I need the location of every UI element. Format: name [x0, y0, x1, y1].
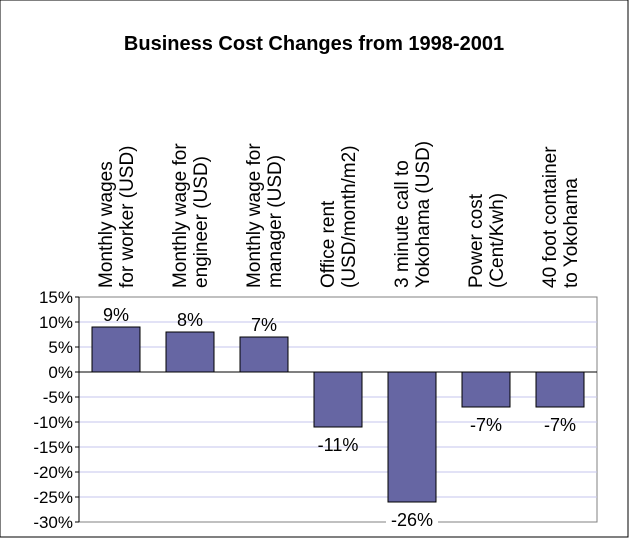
axis-layer: [75, 296, 597, 523]
data-label: 8%: [177, 310, 203, 330]
tick-label-layer: 15% 10% 5% 0% -5% -10% -15% -20% -25% -30%: [33, 288, 73, 532]
category-label: Monthly wages: [96, 161, 117, 288]
category-label: 40 foot container: [540, 146, 561, 288]
category-label: (USD/month/m2): [339, 145, 360, 288]
data-label-layer: 9% 8% 7% -11% -26% -7% -7%: [103, 305, 576, 530]
data-label: 7%: [251, 315, 277, 335]
data-label: 9%: [103, 305, 129, 325]
y-tick-label: 0%: [48, 363, 73, 382]
y-tick-label: -5%: [43, 388, 73, 407]
category-label: for worker (USD): [117, 145, 138, 288]
bar: [165, 331, 215, 373]
category-label: Monthly wage for: [244, 143, 265, 288]
bar: [313, 371, 363, 428]
data-label: -11%: [318, 435, 359, 455]
data-label: -7%: [544, 415, 576, 435]
y-tick-label: -10%: [33, 413, 73, 432]
category-label: to Yokohama: [561, 178, 582, 288]
category-label: (Cent/Kwh): [487, 193, 508, 288]
category-label: 3 minute call to: [392, 160, 413, 288]
data-label-background: [386, 510, 438, 530]
category-label: engineer (USD): [191, 156, 212, 288]
category-label: Yokohama (USD): [413, 141, 434, 288]
category-label: Power cost: [466, 193, 487, 288]
category-label-layer: Monthly wages for worker (USD) Monthly wag…: [96, 141, 582, 288]
data-label: -7%: [470, 415, 502, 435]
bar: [461, 371, 511, 408]
y-tick-label: 5%: [48, 338, 73, 357]
data-label: -26%: [391, 510, 433, 530]
bar: [535, 371, 585, 408]
y-tick-label: -30%: [33, 513, 73, 532]
category-label: Monthly wage for: [170, 143, 191, 288]
y-tick-label: -25%: [33, 488, 73, 507]
y-tick-label: 10%: [39, 313, 73, 332]
bar: [239, 336, 289, 373]
bars-layer: [91, 326, 585, 503]
category-label: Office rent: [318, 200, 339, 288]
y-tick-label: 15%: [39, 288, 73, 307]
y-tick-label: -20%: [33, 463, 73, 482]
bar: [387, 371, 437, 503]
chart-title: Business Cost Changes from 1998-2001: [124, 33, 504, 55]
category-label: manager (USD): [265, 155, 286, 288]
y-tick-label: -15%: [33, 438, 73, 457]
bar: [91, 326, 141, 373]
